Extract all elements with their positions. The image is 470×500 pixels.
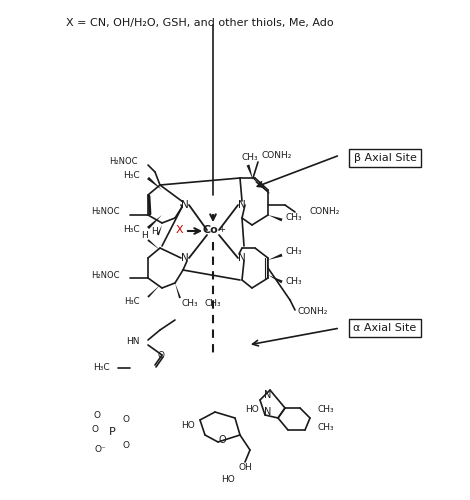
Text: β Axial Site: β Axial Site [353, 153, 416, 163]
Text: H₃C: H₃C [123, 170, 140, 179]
Text: CH₃: CH₃ [286, 248, 303, 256]
Text: CH₃: CH₃ [205, 298, 221, 308]
Text: O: O [158, 350, 165, 360]
Polygon shape [148, 239, 160, 250]
Text: Co: Co [202, 225, 218, 235]
Polygon shape [247, 164, 253, 180]
Text: P: P [109, 427, 115, 437]
Text: +: + [219, 226, 226, 234]
Text: N: N [264, 390, 272, 400]
Text: H₂NOC: H₂NOC [92, 208, 120, 216]
Polygon shape [147, 285, 160, 298]
Text: H₃C: H₃C [125, 298, 140, 306]
Polygon shape [157, 225, 162, 235]
Text: O: O [91, 426, 98, 434]
Text: X = CN, OH/H₂O, GSH, and other thiols, Me, Ado: X = CN, OH/H₂O, GSH, and other thiols, M… [66, 18, 334, 28]
Text: CONH₂: CONH₂ [298, 308, 329, 316]
Polygon shape [268, 275, 282, 283]
Text: H₃C: H₃C [94, 364, 110, 372]
Text: CH₃: CH₃ [318, 406, 335, 414]
Polygon shape [268, 215, 282, 222]
Text: H₂NOC: H₂NOC [110, 158, 138, 166]
Text: CH₃: CH₃ [286, 278, 303, 286]
Text: O: O [93, 410, 100, 420]
Polygon shape [147, 177, 162, 190]
Text: H: H [152, 228, 158, 236]
Text: H₂NOC: H₂NOC [92, 270, 120, 280]
Text: O: O [218, 435, 226, 445]
Text: O: O [123, 440, 130, 450]
Text: H: H [141, 230, 149, 239]
Text: CH₃: CH₃ [318, 424, 335, 432]
Text: HN: HN [126, 338, 140, 346]
Text: HO: HO [221, 476, 235, 484]
Text: N: N [181, 200, 189, 210]
Text: HO: HO [181, 420, 195, 430]
Text: N: N [238, 200, 246, 210]
Text: HO: HO [245, 406, 259, 414]
Polygon shape [147, 215, 162, 229]
Text: N: N [181, 253, 189, 263]
Text: CONH₂: CONH₂ [310, 208, 340, 216]
Polygon shape [268, 254, 282, 260]
Text: N: N [238, 253, 246, 263]
Text: O⁻: O⁻ [94, 446, 106, 454]
Polygon shape [175, 283, 181, 298]
Text: CH₃: CH₃ [182, 300, 199, 308]
Text: OH: OH [238, 464, 252, 472]
Text: O: O [123, 416, 130, 424]
Text: N: N [264, 407, 272, 417]
Text: CH₃: CH₃ [242, 152, 258, 162]
Text: CONH₂: CONH₂ [262, 150, 292, 160]
Text: X: X [175, 225, 183, 235]
Text: α Axial Site: α Axial Site [353, 323, 416, 333]
Text: H₃C: H₃C [123, 226, 140, 234]
Text: CH₃: CH₃ [286, 214, 303, 222]
